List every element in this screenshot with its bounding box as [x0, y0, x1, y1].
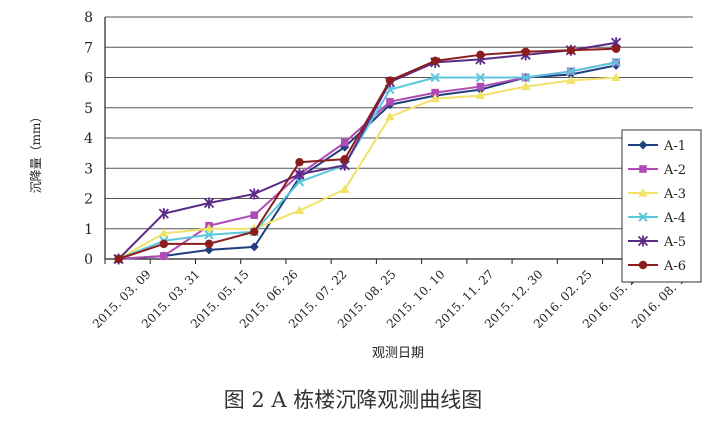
x-axis-label: 观测日期 — [372, 346, 424, 361]
legend-label: A-5 — [663, 235, 686, 250]
data-point — [159, 239, 168, 249]
data-point — [158, 208, 169, 220]
y-tick-label: 0 — [84, 252, 93, 268]
data-series — [113, 37, 622, 265]
series-line — [118, 61, 617, 260]
legend-label: A-6 — [663, 259, 686, 274]
series-line — [118, 47, 617, 260]
chart-area: 0 1 2 3 4 5 6 7 8 2015. 03. 09 2015. 03. 31 2015. … — [29, 10, 702, 361]
data-point — [249, 188, 260, 200]
y-tick-label: 4 — [84, 131, 93, 147]
legend-label: A-1 — [663, 139, 686, 154]
legend-marker — [637, 235, 649, 247]
data-point — [430, 93, 440, 103]
series-A-3 — [113, 72, 621, 263]
data-point — [476, 50, 485, 60]
data-point — [203, 197, 215, 209]
legend-label: A-2 — [663, 163, 686, 178]
y-tick-label: 6 — [84, 71, 93, 87]
y-tick-label: 2 — [84, 192, 93, 208]
legend-marker — [639, 165, 647, 173]
legend-item: A-6 — [628, 259, 686, 274]
data-point — [611, 57, 621, 68]
data-point — [294, 177, 305, 187]
legend-marker — [638, 188, 648, 197]
legend-marker — [638, 260, 648, 270]
data-point — [475, 72, 486, 83]
data-point — [159, 228, 169, 237]
data-point — [521, 47, 530, 56]
data-point — [430, 72, 440, 83]
data-point — [294, 205, 305, 215]
data-point — [339, 184, 350, 193]
data-point — [566, 66, 576, 77]
data-point — [386, 97, 394, 106]
data-point — [294, 168, 305, 180]
gridlines — [105, 16, 693, 260]
legend-item: A-2 — [628, 163, 686, 178]
data-point — [204, 245, 214, 255]
data-point — [204, 230, 214, 240]
y-tick-label: 5 — [84, 101, 93, 117]
legend-label: A-4 — [663, 211, 686, 226]
data-point — [385, 111, 395, 121]
data-point — [520, 72, 531, 83]
legend-label: A-3 — [663, 187, 686, 202]
series-line — [118, 76, 617, 260]
y-tick-label: 7 — [84, 40, 93, 56]
series-A-5 — [113, 37, 622, 265]
data-point — [475, 90, 486, 100]
legend-item: A-5 — [628, 235, 686, 250]
data-point — [430, 56, 440, 66]
data-point — [340, 138, 349, 147]
data-point — [611, 72, 621, 81]
data-point — [520, 81, 531, 91]
y-axis-label: 沉降量（mm） — [29, 111, 43, 194]
series-line — [117, 41, 617, 260]
data-point — [249, 242, 259, 252]
data-point — [114, 254, 123, 264]
legend-marker — [638, 212, 648, 222]
series-A-2 — [114, 58, 620, 263]
legend-box — [621, 129, 702, 283]
legend-item: A-3 — [628, 187, 686, 202]
data-point — [250, 211, 259, 219]
data-point — [611, 44, 621, 53]
axes — [104, 17, 694, 264]
series-A-1 — [114, 60, 621, 264]
figure-caption: 图 2 A 栋楼沉降观测曲线图 — [223, 388, 483, 412]
data-point — [340, 154, 349, 164]
data-point — [385, 76, 395, 85]
series-A-4 — [113, 57, 621, 264]
data-point — [160, 252, 168, 260]
data-point — [250, 227, 259, 236]
data-point — [566, 75, 576, 85]
data-point — [295, 158, 304, 167]
y-tick-label: 3 — [84, 161, 93, 177]
legend-item: A-1 — [628, 139, 686, 154]
legend-item: A-4 — [628, 211, 686, 226]
series-A-6 — [114, 44, 621, 264]
data-point — [204, 239, 214, 249]
y-tick-label: 1 — [84, 222, 93, 238]
legend-marker — [638, 140, 648, 150]
y-tick-label: 8 — [84, 10, 93, 26]
data-point — [566, 46, 576, 55]
data-point — [476, 82, 485, 91]
y-tick-labels: 0 1 2 3 4 5 6 7 8 — [84, 10, 93, 268]
data-point — [431, 88, 439, 97]
legend: A-1 A-2 A-3 A-4 A-5 A-6 — [621, 129, 702, 283]
data-point — [204, 223, 214, 233]
